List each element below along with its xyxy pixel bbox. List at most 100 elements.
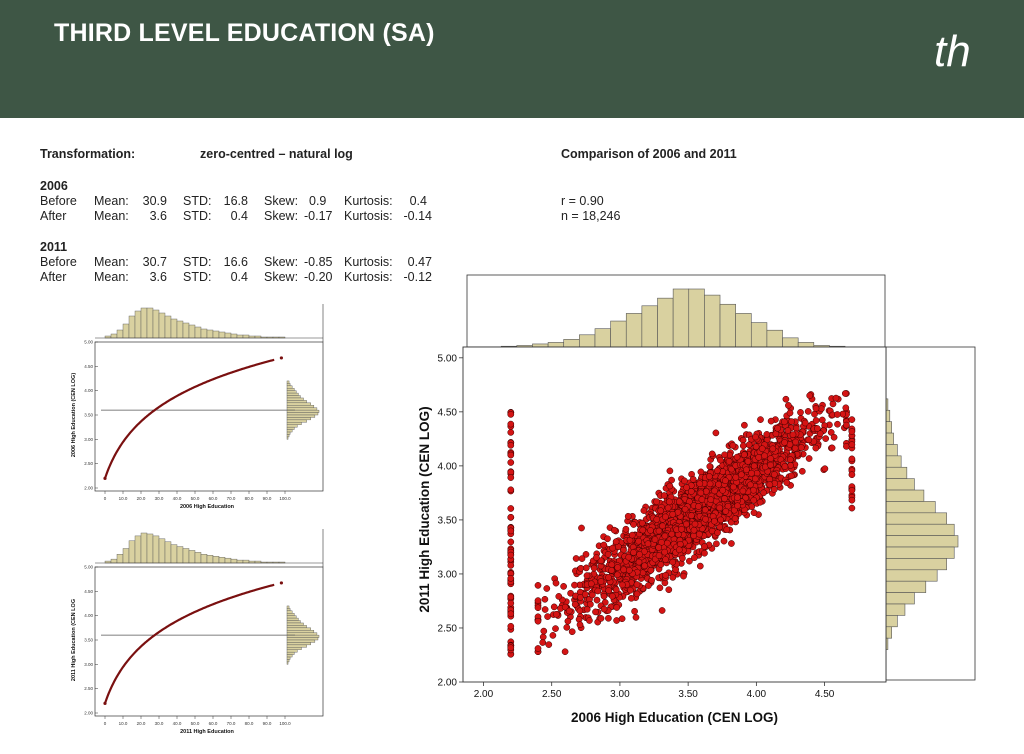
histogram-bar xyxy=(885,478,915,491)
scatter-point xyxy=(806,392,814,399)
scatter-point xyxy=(534,582,542,589)
histogram-bar xyxy=(286,388,295,391)
histogram-bar xyxy=(152,309,160,339)
histogram-bar xyxy=(176,320,184,339)
histogram-bar xyxy=(885,455,902,468)
scatter-point xyxy=(543,585,551,592)
scatter-2006-vs-2011: 2.00 2.50 3.00 3.50 4.00 4.50 5.00 2.00 2.50 3.00… xyxy=(417,274,976,725)
scatter-point xyxy=(676,540,684,548)
scatter-point xyxy=(686,557,693,565)
scatter-point xyxy=(712,429,720,437)
stats-2011-before: Before Mean: 30.7 STD: 16.6 Skew: -0.85 … xyxy=(40,255,432,269)
histogram-bar xyxy=(885,501,936,514)
scatter-point xyxy=(679,554,686,562)
x-tick-label: 100.0 xyxy=(279,496,291,501)
scatter-point xyxy=(801,419,809,427)
stats-2006-after: After Mean: 3.6 STD: 0.4 Skew: -0.17 Kur… xyxy=(40,209,432,223)
scatter-point xyxy=(587,600,594,608)
histogram-bar xyxy=(625,313,643,348)
x-axis-label: 2006 High Education (CEN LOG) xyxy=(571,710,778,725)
scatter-point xyxy=(732,474,740,481)
marginal-x-histogram xyxy=(104,532,286,564)
histogram-bar xyxy=(170,544,178,564)
scatter-point xyxy=(507,420,515,428)
histogram-bar xyxy=(224,332,232,339)
scatter-point xyxy=(635,558,643,566)
scatter-point xyxy=(748,469,755,477)
scatter-point xyxy=(609,544,616,552)
curve-line xyxy=(103,583,275,704)
histogram-bar xyxy=(286,617,299,621)
scatter-point xyxy=(507,551,515,559)
histogram-bar xyxy=(286,642,311,646)
marginal-y-histogram xyxy=(286,605,320,665)
scatter-point xyxy=(747,481,754,489)
scatter-point xyxy=(689,475,697,483)
scatter-point xyxy=(632,614,640,621)
x-tick-label: 80.0 xyxy=(245,721,254,726)
marginal-y-histogram xyxy=(286,380,320,440)
scatter-point xyxy=(734,494,741,501)
histogram-bar xyxy=(140,307,148,339)
x-tick-label: 80.0 xyxy=(245,496,254,501)
curve-point xyxy=(103,476,107,481)
plot-frame xyxy=(94,566,324,717)
scatter-point xyxy=(821,465,829,473)
scatter-point xyxy=(627,594,635,602)
scatter-point xyxy=(597,578,605,585)
histogram-bar xyxy=(704,294,721,348)
scatter-point xyxy=(612,538,620,546)
y-tick-label: 4.00 xyxy=(84,613,93,618)
scatter-point xyxy=(640,507,648,514)
scatter-point xyxy=(507,527,515,535)
scatter-point xyxy=(604,551,612,558)
scatter-point xyxy=(828,444,836,452)
scatter-point xyxy=(833,411,841,418)
scatter-point xyxy=(760,489,767,497)
scatter-point xyxy=(571,581,578,589)
scatter-point xyxy=(798,467,806,475)
scatter-point xyxy=(563,624,571,631)
scatter-point xyxy=(577,564,585,572)
scatter-point xyxy=(534,645,542,652)
histogram-bar xyxy=(672,288,690,348)
histogram-bar xyxy=(152,535,160,564)
scatter-point xyxy=(706,480,714,488)
scatter-point xyxy=(728,465,735,473)
scatter-point xyxy=(593,596,601,604)
year-2006-heading: 2006 xyxy=(40,179,68,193)
x-tick-label: 70.0 xyxy=(227,496,236,501)
histogram-bar xyxy=(286,637,319,641)
histogram-bar xyxy=(286,431,291,435)
scatter-point xyxy=(507,474,515,481)
stats-2006-before: Before Mean: 30.9 STD: 16.8 Skew: 0.9 Ku… xyxy=(40,194,427,208)
scatter-point xyxy=(738,471,745,479)
scatter-point xyxy=(665,498,673,506)
scatter-point xyxy=(541,595,549,603)
histogram-bar xyxy=(885,409,891,422)
scatter-point xyxy=(600,592,608,600)
histogram-bar xyxy=(146,533,154,564)
histogram-bar xyxy=(766,329,783,348)
scatter-point xyxy=(740,451,748,459)
histogram-bar xyxy=(641,305,658,348)
scatter-point xyxy=(635,537,642,545)
scatter-point xyxy=(739,487,747,495)
scatter-point xyxy=(507,513,515,521)
scatter-point xyxy=(752,443,760,451)
scatter-point xyxy=(716,504,723,512)
curve-point xyxy=(103,701,107,706)
marginal-x-histogram xyxy=(104,307,286,339)
histogram-bar xyxy=(230,333,238,339)
scatter-point xyxy=(805,455,813,462)
histogram-bar xyxy=(286,659,290,663)
y-tick-label: 4.50 xyxy=(84,589,93,594)
scatter-point xyxy=(622,525,630,533)
scatter-point xyxy=(657,507,665,515)
scatter-point xyxy=(848,471,856,479)
scatter-point xyxy=(675,498,683,506)
x-tick-label: 30.0 xyxy=(155,496,164,501)
scatter-point xyxy=(614,564,622,571)
scatter-point xyxy=(644,540,652,548)
histogram-bar xyxy=(286,380,290,384)
